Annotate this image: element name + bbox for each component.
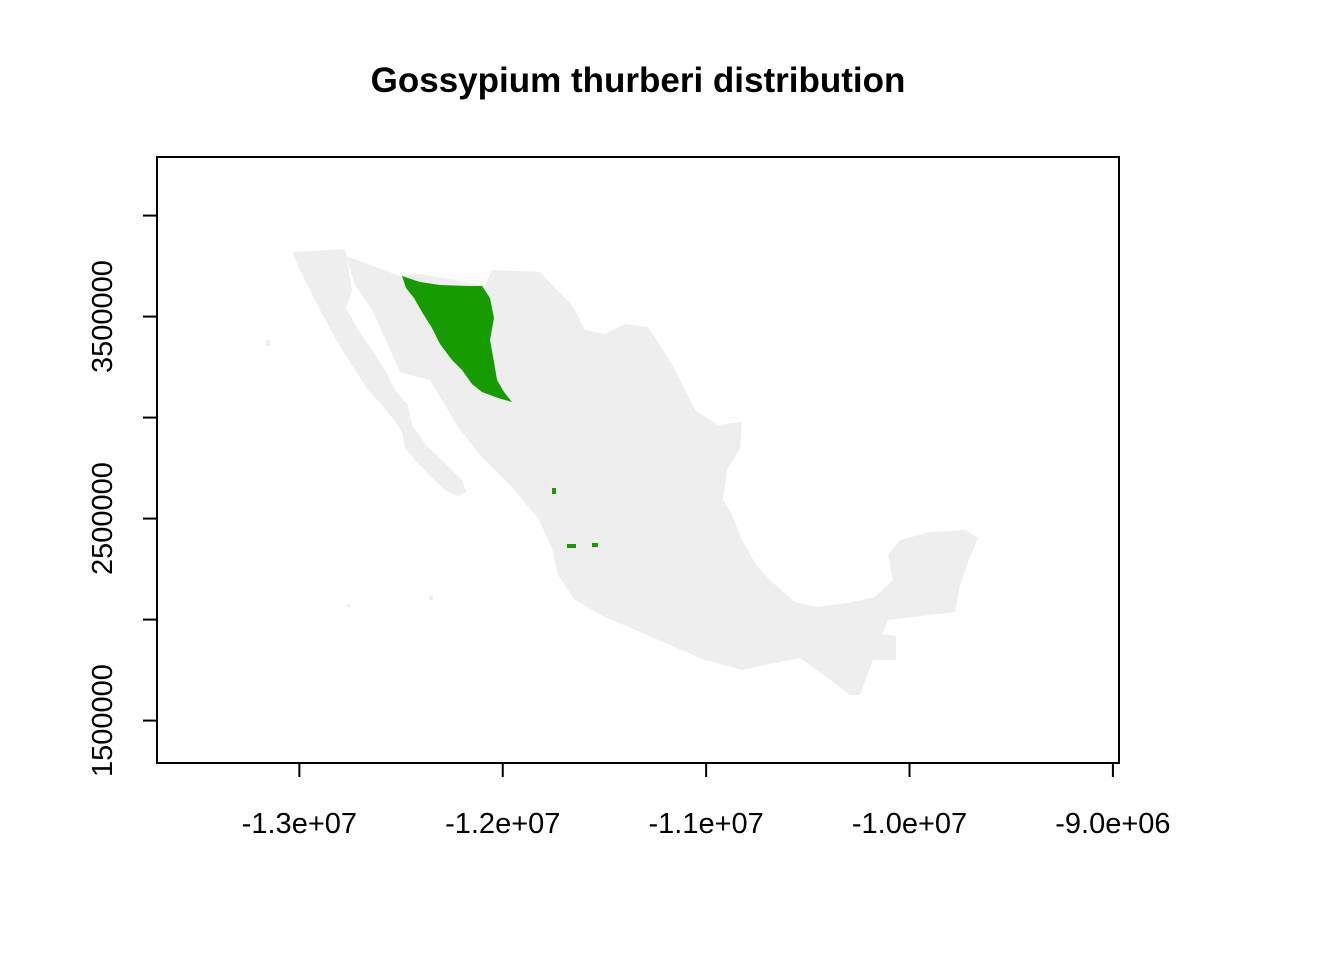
x-tick-label: -1.1e+07 xyxy=(648,808,763,840)
island xyxy=(266,340,270,346)
x-tick-label: -1.0e+07 xyxy=(852,808,967,840)
baja-california xyxy=(292,249,466,496)
distribution-patch xyxy=(552,488,556,494)
island xyxy=(429,596,433,600)
plot-title: Gossypium thurberi distribution xyxy=(371,61,906,100)
distribution-patch xyxy=(567,544,576,548)
distribution-layer xyxy=(402,276,598,548)
x-tick-label: -9.0e+06 xyxy=(1055,808,1170,840)
mexico-land-layer xyxy=(266,249,978,695)
x-tick-label: -1.2e+07 xyxy=(445,808,560,840)
y-tick-label: 2500000 xyxy=(87,462,119,575)
island xyxy=(347,604,350,607)
island xyxy=(392,308,408,330)
distribution-patch xyxy=(592,543,598,547)
mexico-mainland xyxy=(346,256,978,695)
x-axis: -1.3e+07 -1.2e+07 -1.1e+07 -1.0e+07 -9.0e+06 xyxy=(242,762,1171,840)
y-axis: 1500000 2500000 3500000 xyxy=(87,213,158,777)
y-tick-label: 1500000 xyxy=(87,664,119,777)
distribution-sonora xyxy=(402,276,512,402)
y-tick-label: 3500000 xyxy=(87,260,119,373)
x-tick-label: -1.3e+07 xyxy=(242,808,357,840)
